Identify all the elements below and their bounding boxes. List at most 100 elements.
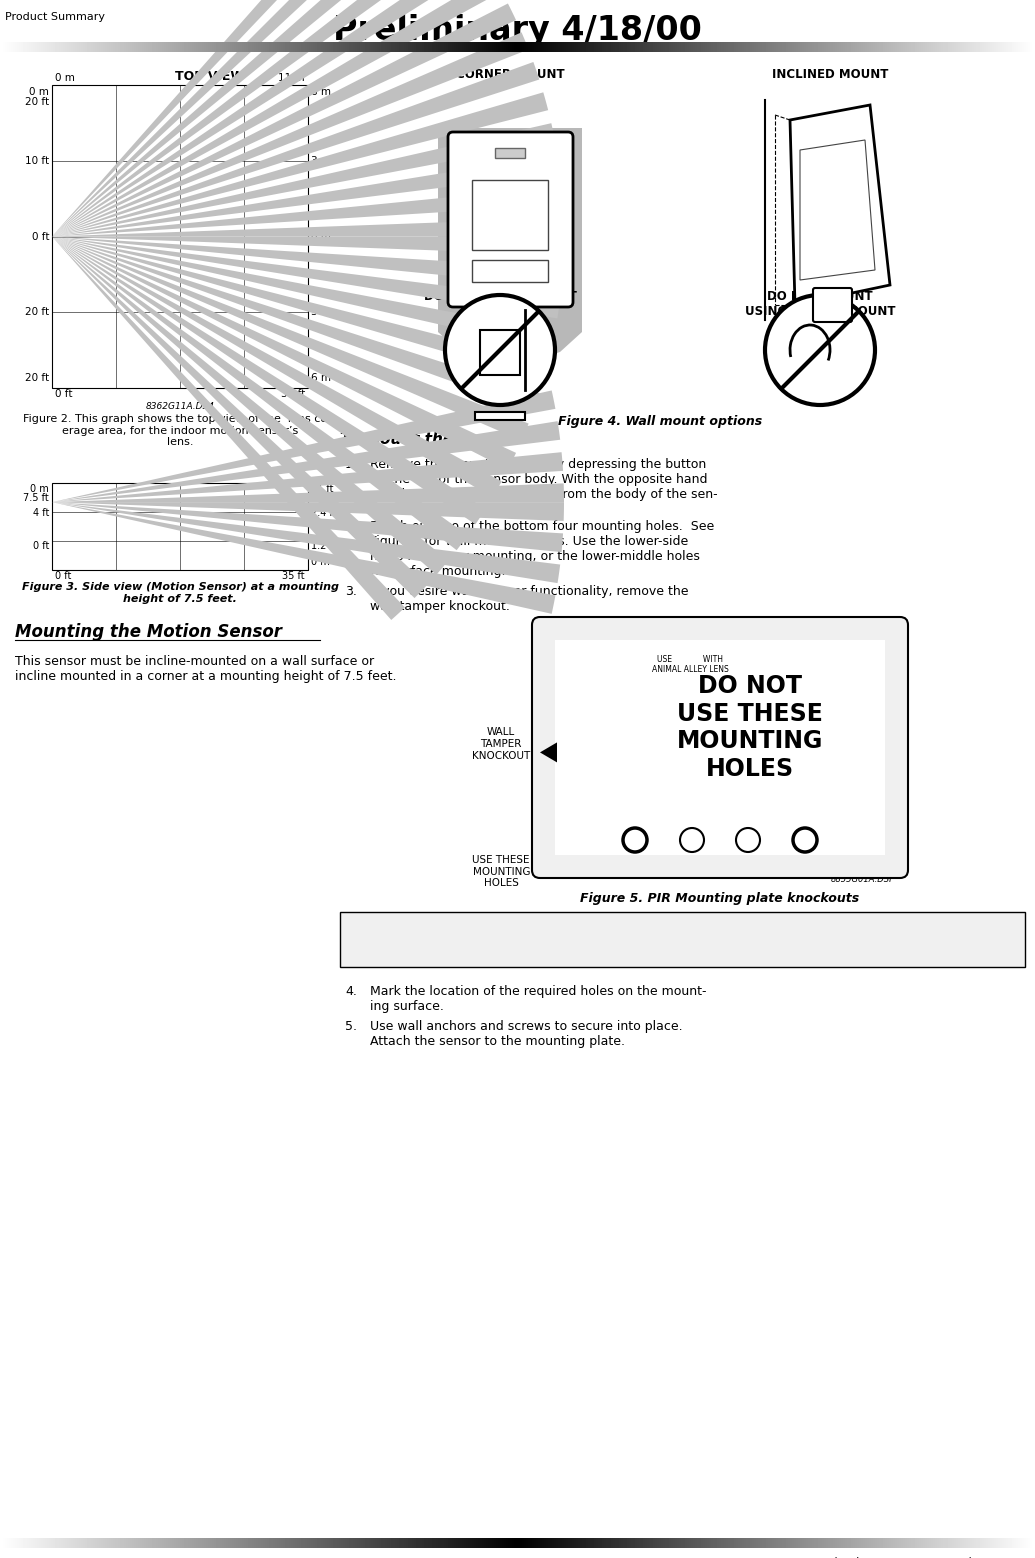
Polygon shape [52,0,448,237]
Text: INCLINED MOUNT: INCLINED MOUNT [772,69,888,81]
Polygon shape [52,237,427,598]
Text: 4 ft: 4 ft [33,508,49,519]
Polygon shape [52,237,555,351]
Text: Note: Note [348,921,381,933]
Polygon shape [52,237,405,620]
Text: 3 m: 3 m [310,307,331,318]
Circle shape [623,827,647,852]
FancyBboxPatch shape [448,132,573,307]
Polygon shape [52,237,468,550]
Text: Remove the mounting plate by depressing the button
on the top of the sensor body: Remove the mounting plate by depressing … [369,458,717,516]
Circle shape [793,827,817,852]
Polygon shape [52,237,516,469]
Text: To mount the sensor:: To mount the sensor: [341,432,522,447]
Text: Use wall anchors and screws to secure into place.
Attach the sensor to the mount: Use wall anchors and screws to secure in… [369,1020,683,1049]
Text: 20 ft: 20 ft [25,97,49,108]
Polygon shape [52,0,502,237]
Bar [472,181,548,249]
Text: CORNER MOUNT: CORNER MOUNT [455,69,564,81]
Polygon shape [52,0,485,237]
Text: Figure 4. Wall mount options: Figure 4. Wall mount options [558,414,762,428]
Text: 11 ft: 11 ft [310,485,333,494]
Text: 8362G11A.DS4: 8362G11A.DS4 [146,402,214,411]
Text: 0 m: 0 m [55,73,75,83]
Polygon shape [540,743,557,762]
Polygon shape [52,185,563,237]
Polygon shape [438,128,582,368]
Text: 8855G01A.DSF: 8855G01A.DSF [831,876,895,883]
Circle shape [445,294,555,405]
Text: 7.5 ft: 7.5 ft [23,492,49,503]
Bar [555,640,885,855]
Text: 0 m: 0 m [310,232,331,241]
Polygon shape [52,237,448,575]
Text: USE             WITH
ANIMAL ALLEY LENS: USE WITH ANIMAL ALLEY LENS [652,654,729,675]
Text: 0 ft: 0 ft [55,570,71,581]
Bar [472,260,548,282]
Text: USE THESE
MOUNTING
HOLES: USE THESE MOUNTING HOLES [473,855,530,888]
Polygon shape [52,452,563,502]
Polygon shape [52,237,564,256]
Circle shape [765,294,875,405]
Polygon shape [52,62,539,237]
Circle shape [623,827,647,852]
Polygon shape [800,140,875,280]
Text: 0 ft: 0 ft [33,541,49,550]
Polygon shape [52,0,468,237]
Polygon shape [52,502,564,520]
Polygon shape [52,237,539,411]
Polygon shape [52,123,555,237]
Text: 35 ft: 35 ft [280,390,305,399]
Polygon shape [52,483,564,502]
Text: 0 m: 0 m [310,558,330,567]
Polygon shape [52,421,560,502]
Text: Mark the location of the required holes on the mount-
ing surface.: Mark the location of the required holes … [369,985,707,1013]
Text: 3.: 3. [345,584,357,598]
Text: 1.2 m: 1.2 m [310,541,339,550]
Polygon shape [52,0,427,237]
Polygon shape [52,502,556,614]
Polygon shape [52,92,549,237]
Polygon shape [52,0,405,237]
Text: 0 m: 0 m [29,87,49,97]
Polygon shape [52,237,560,318]
Circle shape [736,827,760,852]
Polygon shape [52,3,516,237]
Text: 0 ft: 0 ft [31,232,49,241]
Bar [475,411,525,421]
Circle shape [680,827,704,852]
Circle shape [793,827,817,852]
Text: 0 m: 0 m [30,485,49,494]
Text: 3 m: 3 m [310,156,331,165]
Text: DO NOT FLUSH MOUNT: DO NOT FLUSH MOUNT [423,290,576,302]
Bar [52,483,308,570]
Text: 20 ft: 20 ft [25,307,49,318]
Text: 11 m: 11 m [278,73,305,83]
Text: 4.: 4. [345,985,357,999]
Polygon shape [52,218,564,237]
Text: WALL
TAMPER
KNOCKOUT: WALL TAMPER KNOCKOUT [472,728,530,760]
Text: 5.: 5. [345,1020,357,1033]
Text: Figure 3. Side view (Motion Sensor) at a mounting
height of 7.5 feet.: Figure 3. Side view (Motion Sensor) at a… [22,583,338,603]
Polygon shape [52,237,502,497]
Text: 2.: 2. [345,520,357,533]
Text: 20 ft: 20 ft [25,372,49,383]
Text: Punch out two of the bottom four mounting holes.  See
Figure 4 for wall mount op: Punch out two of the bottom four mountin… [369,520,714,578]
Text: 35 ft: 35 ft [283,570,305,581]
Polygon shape [52,237,485,525]
Text: Figure 5. PIR Mounting plate knockouts: Figure 5. PIR Mounting plate knockouts [581,893,860,905]
Text: This sensor must be incline-mounted on a wall surface or
incline mounted in a co: This sensor must be incline-mounted on a… [14,654,396,682]
Text: 6 m: 6 m [310,372,331,383]
Bar [52,86,308,388]
Text: Product Summary: Product Summary [5,12,105,22]
Polygon shape [52,502,560,583]
Text: DO NOT
USE THESE
MOUNTING
HOLES: DO NOT USE THESE MOUNTING HOLES [677,673,823,781]
Text: If you desire wall-tamper functionality, remove the
wall-tamper knockout.: If you desire wall-tamper functionality,… [369,584,688,612]
Polygon shape [52,391,556,502]
Polygon shape [52,237,549,380]
Bar [480,330,520,375]
Text: 1.: 1. [345,458,357,471]
Polygon shape [790,104,890,305]
FancyBboxPatch shape [532,617,908,879]
Text: DO NOT MOUNT
USING SWIVEL MOUNT: DO NOT MOUNT USING SWIVEL MOUNT [745,290,895,318]
